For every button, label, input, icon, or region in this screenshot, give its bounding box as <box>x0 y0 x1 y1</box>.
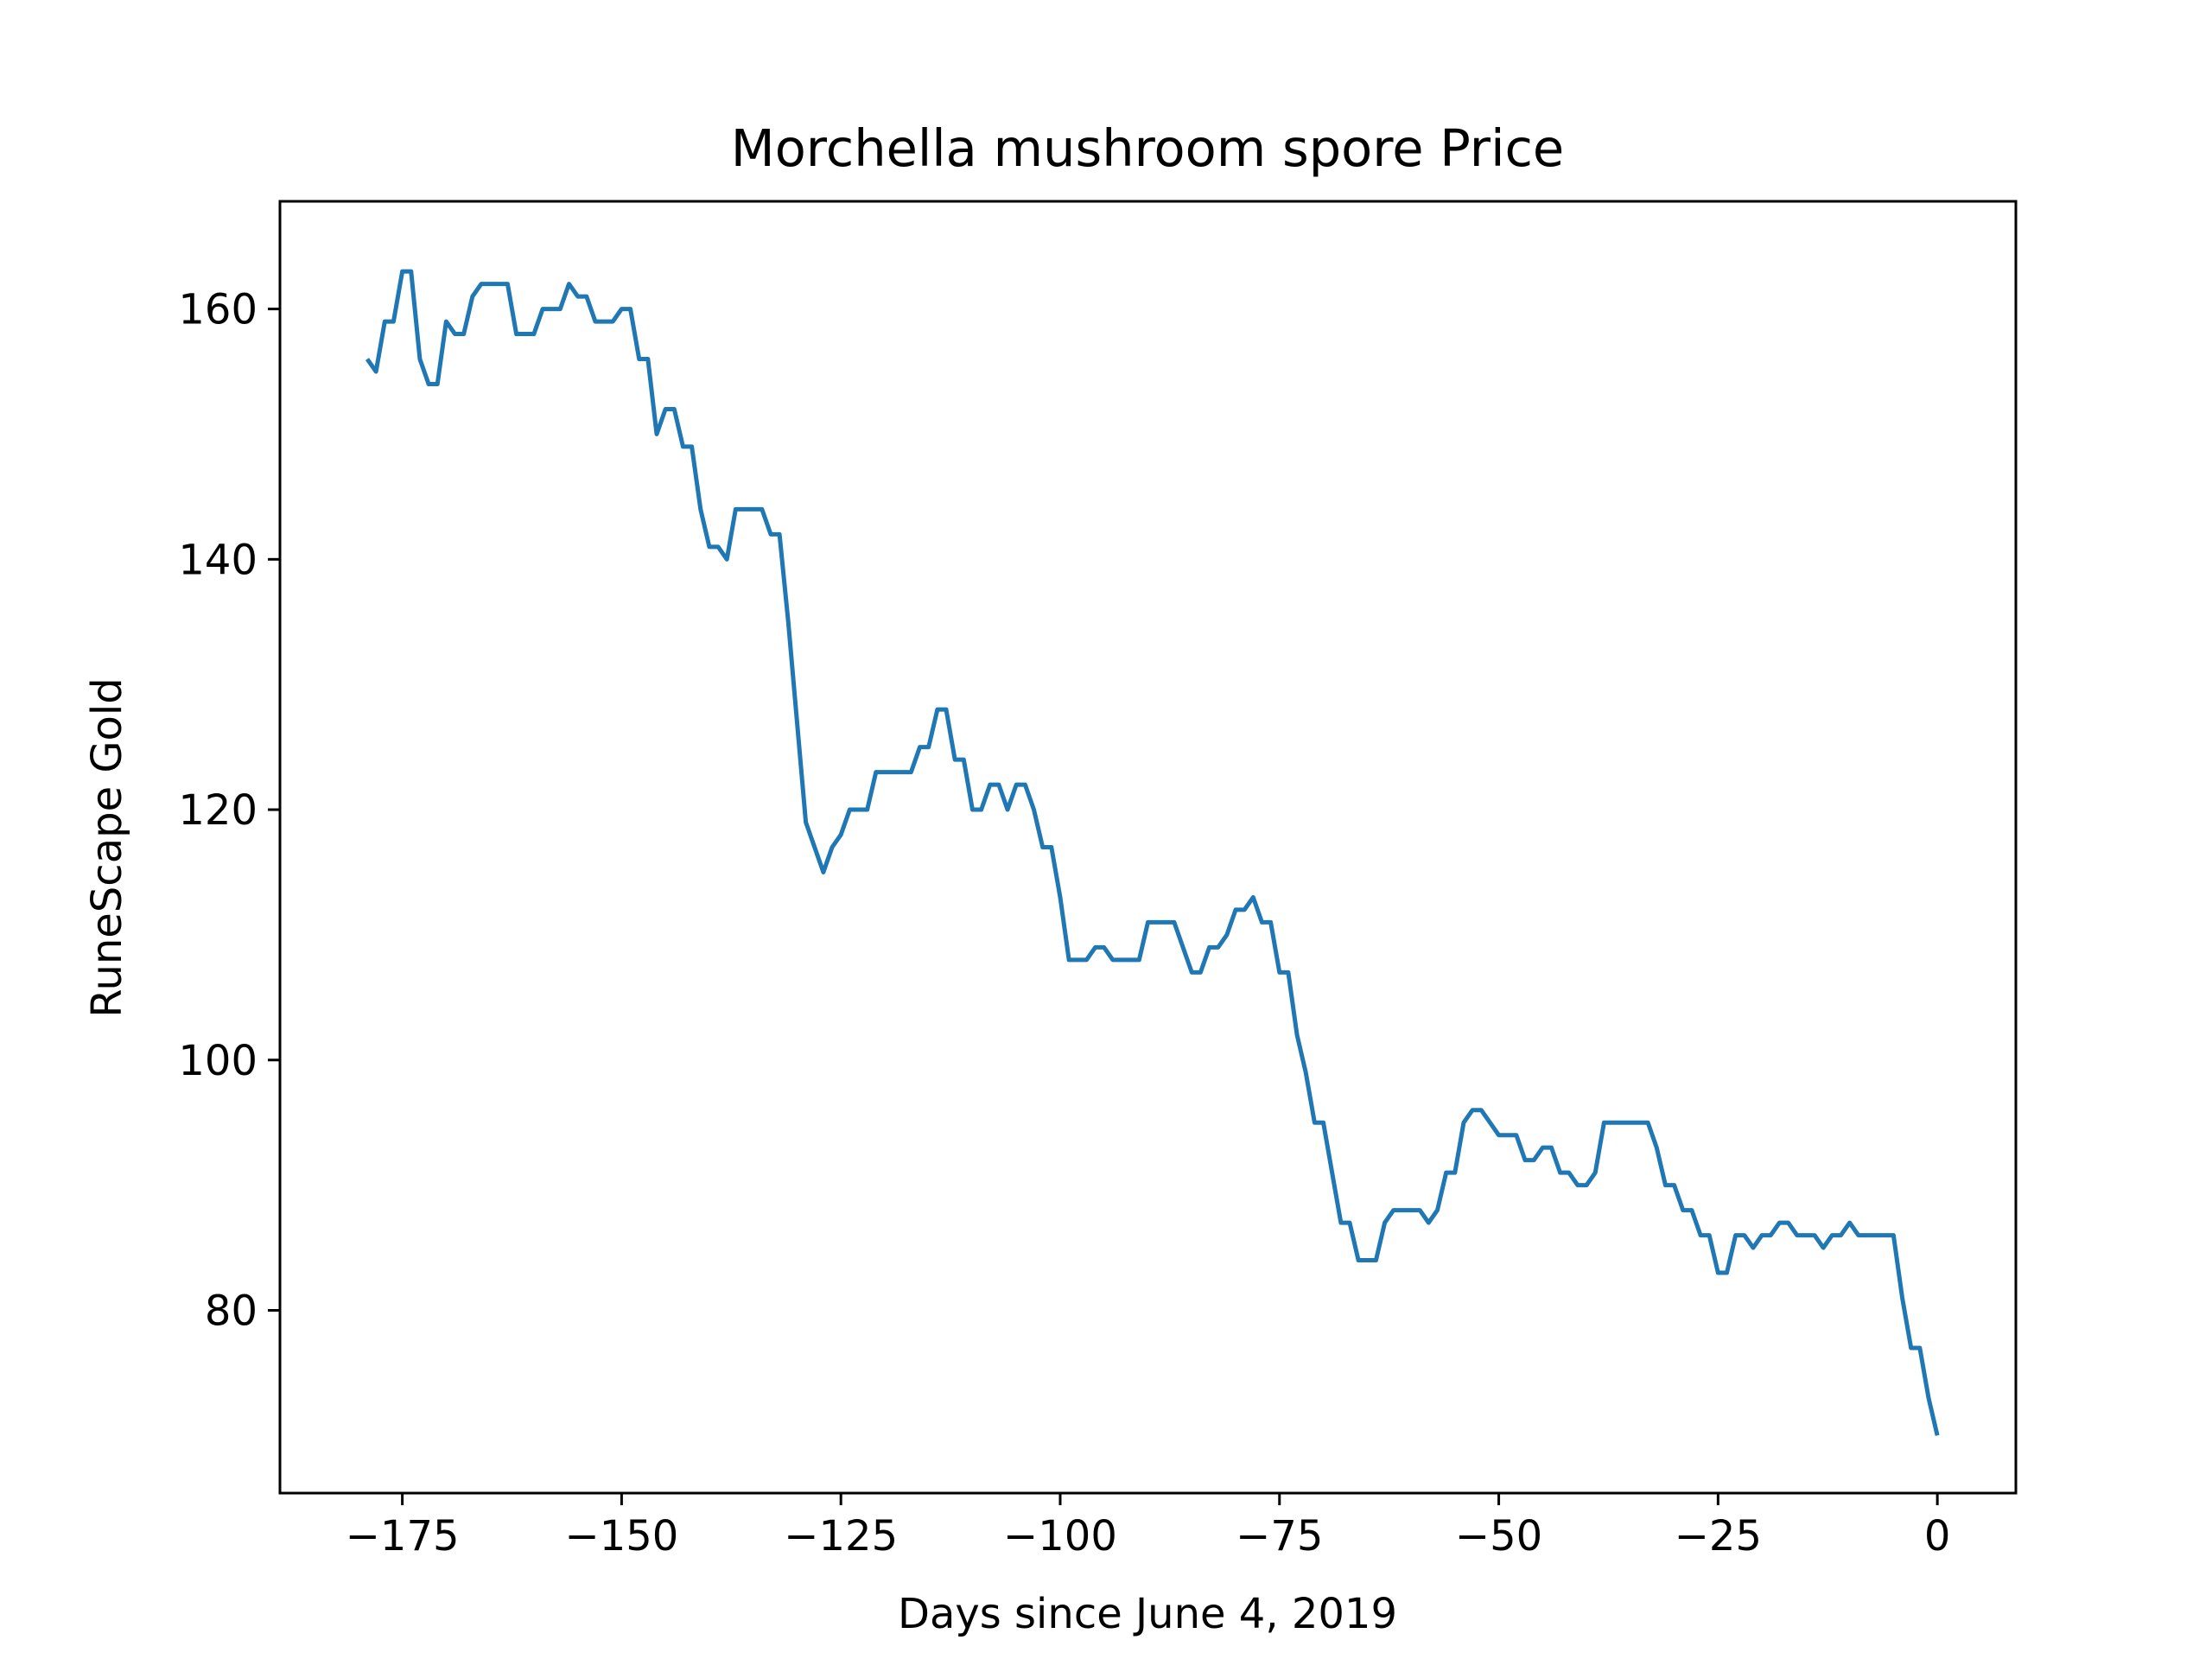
x-tick-label: 0 <box>1924 1512 1951 1560</box>
x-tick-label: −125 <box>784 1512 898 1560</box>
series-line <box>365 269 1940 1436</box>
y-axis-label: RuneScape Gold <box>83 677 131 1017</box>
plot-frame <box>278 200 2018 1495</box>
y-tick-label: 120 <box>178 786 257 835</box>
x-axis-label: Days since June 4, 2019 <box>898 1590 1397 1638</box>
x-tick-label: −50 <box>1455 1512 1542 1560</box>
y-tick-label: 160 <box>178 286 257 334</box>
x-tick-label: −75 <box>1236 1512 1323 1560</box>
x-axis: −175 −150 −125 −100 −75 −50 −25 0 <box>346 1493 1951 1560</box>
y-axis: 80 100 120 140 160 <box>178 286 280 1335</box>
x-tick-label: −175 <box>346 1512 460 1560</box>
plot-area <box>365 269 1940 1436</box>
y-tick-label: 100 <box>178 1037 257 1085</box>
y-tick-label: 140 <box>178 536 257 584</box>
chart-title: Morchella mushroom spore Price <box>731 118 1564 178</box>
x-tick-label: −25 <box>1675 1512 1762 1560</box>
x-tick-label: −100 <box>1003 1512 1117 1560</box>
x-tick-label: −150 <box>564 1512 678 1560</box>
y-tick-label: 80 <box>205 1287 257 1335</box>
